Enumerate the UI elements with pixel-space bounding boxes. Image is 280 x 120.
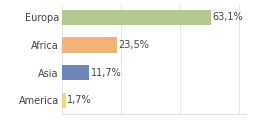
Text: 11,7%: 11,7% [90, 68, 121, 78]
Bar [62, 65, 89, 80]
Text: 63,1%: 63,1% [212, 12, 243, 22]
Text: 23,5%: 23,5% [118, 40, 149, 50]
Bar [62, 10, 211, 25]
Bar [62, 37, 117, 53]
Bar [62, 93, 66, 108]
Text: 1,7%: 1,7% [67, 95, 92, 105]
